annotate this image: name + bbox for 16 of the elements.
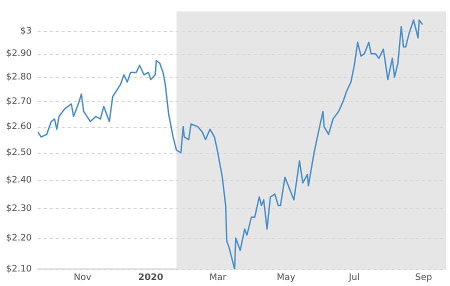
y-tick-label: $2.30 [6,204,32,214]
y-tick-label: $3 [20,26,32,36]
x-tick-label: 2020 [138,272,164,283]
y-tick-label: $2.60 [6,122,32,132]
y-tick-label: $2.10 [6,264,32,275]
y-tick-label: $2.40 [6,175,32,186]
y-tick-label: $2.90 [6,49,32,60]
y-tick-label: $2.80 [6,72,32,83]
x-tick-label: Jul [348,272,360,283]
x-tick-label: Mar [209,272,227,283]
y-tick-label: $2.50 [6,148,32,158]
x-tick-label: May [276,272,296,283]
x-tick-label: Nov [74,272,92,283]
y-tick-label: $2.70 [6,96,32,107]
y-tick-label: $2.20 [6,233,32,244]
x-tick-label: Sep [415,272,432,283]
